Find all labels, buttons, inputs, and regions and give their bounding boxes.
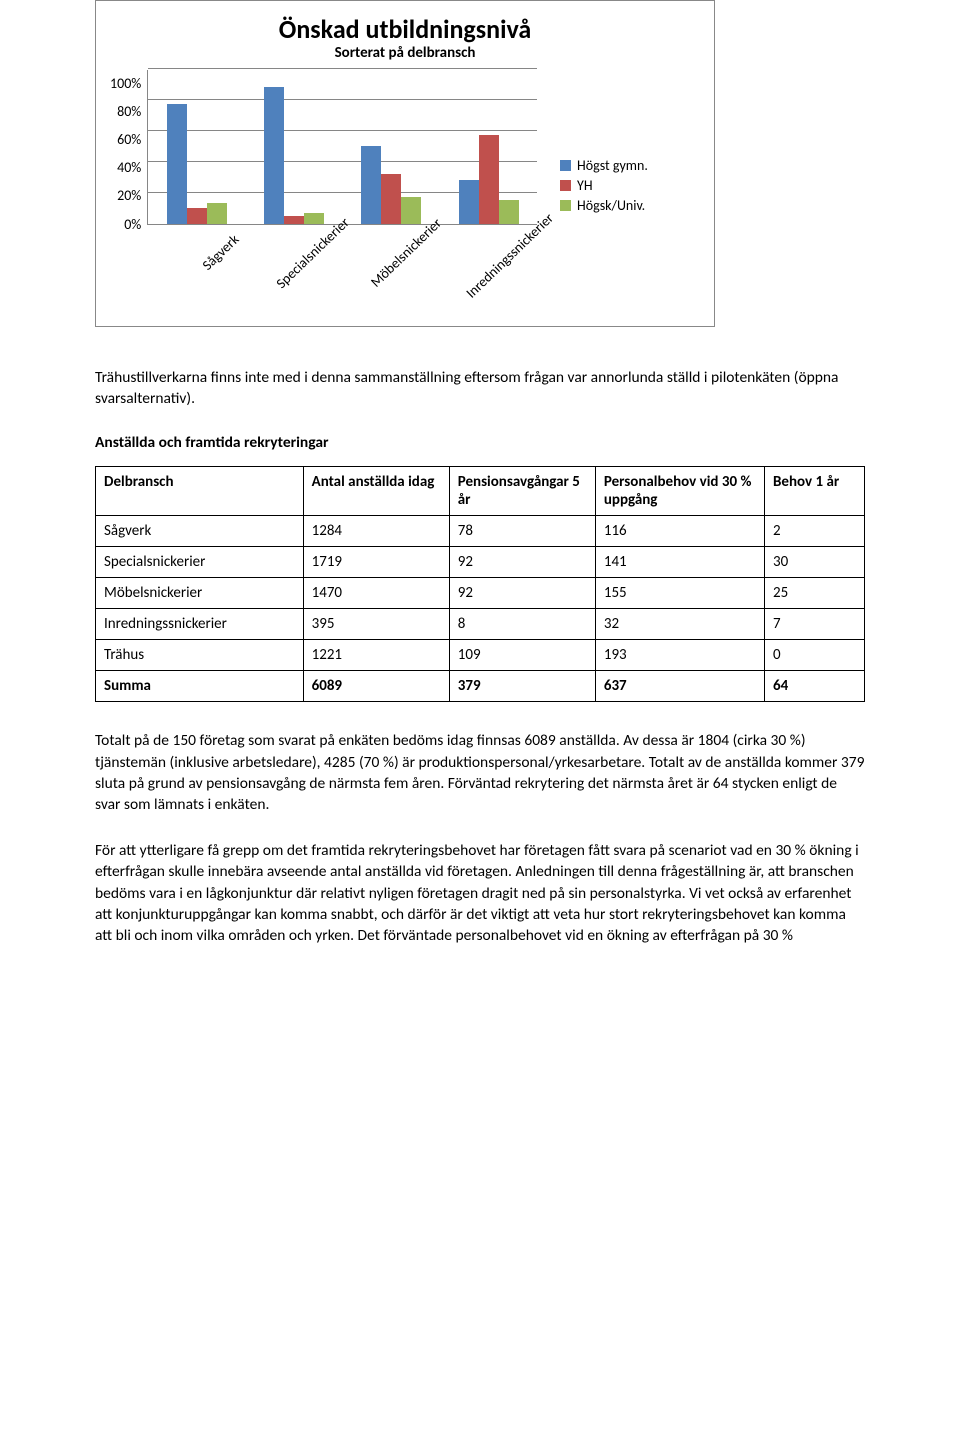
chart-subtitle: Sorterat på delbransch xyxy=(110,44,700,62)
chart-gridline xyxy=(148,68,537,69)
chart-legend-swatch xyxy=(560,200,571,211)
table-cell: Möbelsnickerier xyxy=(96,578,304,609)
chart-bar xyxy=(167,104,187,223)
table-header-cell: Pensionsavgångar 5 år xyxy=(449,467,595,516)
paragraph-intro: Trähustillverkarna finns inte med i denn… xyxy=(95,367,865,410)
chart-title: Önskad utbildningsnivå xyxy=(110,15,700,44)
paragraph-scenario: För att ytterligare få grepp om det fram… xyxy=(95,840,865,947)
chart-bar-group xyxy=(343,70,440,224)
paragraph-summary: Totalt på de 150 företag som svarat på e… xyxy=(95,730,865,816)
table-cell: 25 xyxy=(765,578,865,609)
table-cell: 92 xyxy=(449,578,595,609)
table-header-cell: Personalbehov vid 30 % uppgång xyxy=(595,467,764,516)
chart-bar xyxy=(361,146,381,224)
chart-legend-swatch xyxy=(560,180,571,191)
table-cell: 30 xyxy=(765,547,865,578)
chart-bar xyxy=(187,208,207,224)
table-cell: 64 xyxy=(765,671,865,702)
chart-legend-swatch xyxy=(560,160,571,171)
chart-bar-group xyxy=(246,70,343,224)
table-cell: Inredningssnickerier xyxy=(96,609,304,640)
table-header-cell: Behov 1 år xyxy=(765,467,865,516)
table-cell: 32 xyxy=(595,609,764,640)
table-cell: 1221 xyxy=(303,640,449,671)
chart-legend-label: YH xyxy=(577,177,593,194)
chart-legend-item: Högsk/Univ. xyxy=(560,197,648,214)
chart-bar-group xyxy=(440,70,537,224)
chart-bar xyxy=(207,203,227,223)
table-cell: 193 xyxy=(595,640,764,671)
chart-bar xyxy=(459,180,479,223)
chart-legend-label: Högsk/Univ. xyxy=(577,197,645,214)
chart-y-tick: 20% xyxy=(110,189,141,203)
table-cell: 0 xyxy=(765,640,865,671)
table-row: Inredningssnickerier3958327 xyxy=(96,609,865,640)
chart-legend: Högst gymn. YH Högsk/Univ. xyxy=(560,70,648,217)
chart-bar xyxy=(499,200,519,223)
table-cell: 1470 xyxy=(303,578,449,609)
chart-bar xyxy=(479,135,499,223)
table-cell: 379 xyxy=(449,671,595,702)
chart-y-tick: 40% xyxy=(110,161,141,175)
table-cell: 92 xyxy=(449,547,595,578)
table-row: Möbelsnickerier14709215525 xyxy=(96,578,865,609)
table-cell: 109 xyxy=(449,640,595,671)
chart-plot-area xyxy=(147,70,537,225)
chart-x-labels: SågverkSpecialsnickerierMöbelsnickerierI… xyxy=(156,225,546,320)
chart-legend-label: Högst gymn. xyxy=(577,157,648,174)
chart-y-tick: 60% xyxy=(110,133,141,147)
chart-y-tick: 100% xyxy=(110,77,141,91)
chart-bar-group xyxy=(148,70,245,224)
chart-legend-item: Högst gymn. xyxy=(560,157,648,174)
table-cell: 1284 xyxy=(303,516,449,547)
chart-bar xyxy=(401,197,421,223)
table-cell: 395 xyxy=(303,609,449,640)
table-header-cell: Antal anställda idag xyxy=(303,467,449,516)
table-cell: 8 xyxy=(449,609,595,640)
table-cell: 78 xyxy=(449,516,595,547)
table-row: Specialsnickerier17199214130 xyxy=(96,547,865,578)
chart-legend-item: YH xyxy=(560,177,648,194)
table-cell: 155 xyxy=(595,578,764,609)
table-header-cell: Delbransch xyxy=(96,467,304,516)
table-cell: 2 xyxy=(765,516,865,547)
table-cell: 1719 xyxy=(303,547,449,578)
chart-bar xyxy=(284,216,304,224)
table-cell: Trähus xyxy=(96,640,304,671)
table-cell: 637 xyxy=(595,671,764,702)
table-cell: Specialsnickerier xyxy=(96,547,304,578)
table-cell: Summa xyxy=(96,671,304,702)
chart-bar xyxy=(304,213,324,224)
table-cell: 116 xyxy=(595,516,764,547)
section-heading: Anställda och framtida rekryteringar xyxy=(95,433,865,452)
table-cell: 7 xyxy=(765,609,865,640)
table-cell: 6089 xyxy=(303,671,449,702)
chart-bar xyxy=(264,87,284,223)
chart-y-tick: 80% xyxy=(110,105,141,119)
table-sum-row: Summa608937963764 xyxy=(96,671,865,702)
table-row: Trähus12211091930 xyxy=(96,640,865,671)
chart-y-axis: 100%80%60%40%20%0% xyxy=(110,70,147,225)
data-table: DelbranschAntal anställda idagPensionsav… xyxy=(95,466,865,702)
chart-container: Önskad utbildningsnivå Sorterat på delbr… xyxy=(95,0,715,327)
table-cell: 141 xyxy=(595,547,764,578)
table-row: Sågverk1284781162 xyxy=(96,516,865,547)
chart-y-tick: 0% xyxy=(110,218,141,232)
chart-bar xyxy=(381,174,401,224)
table-cell: Sågverk xyxy=(96,516,304,547)
